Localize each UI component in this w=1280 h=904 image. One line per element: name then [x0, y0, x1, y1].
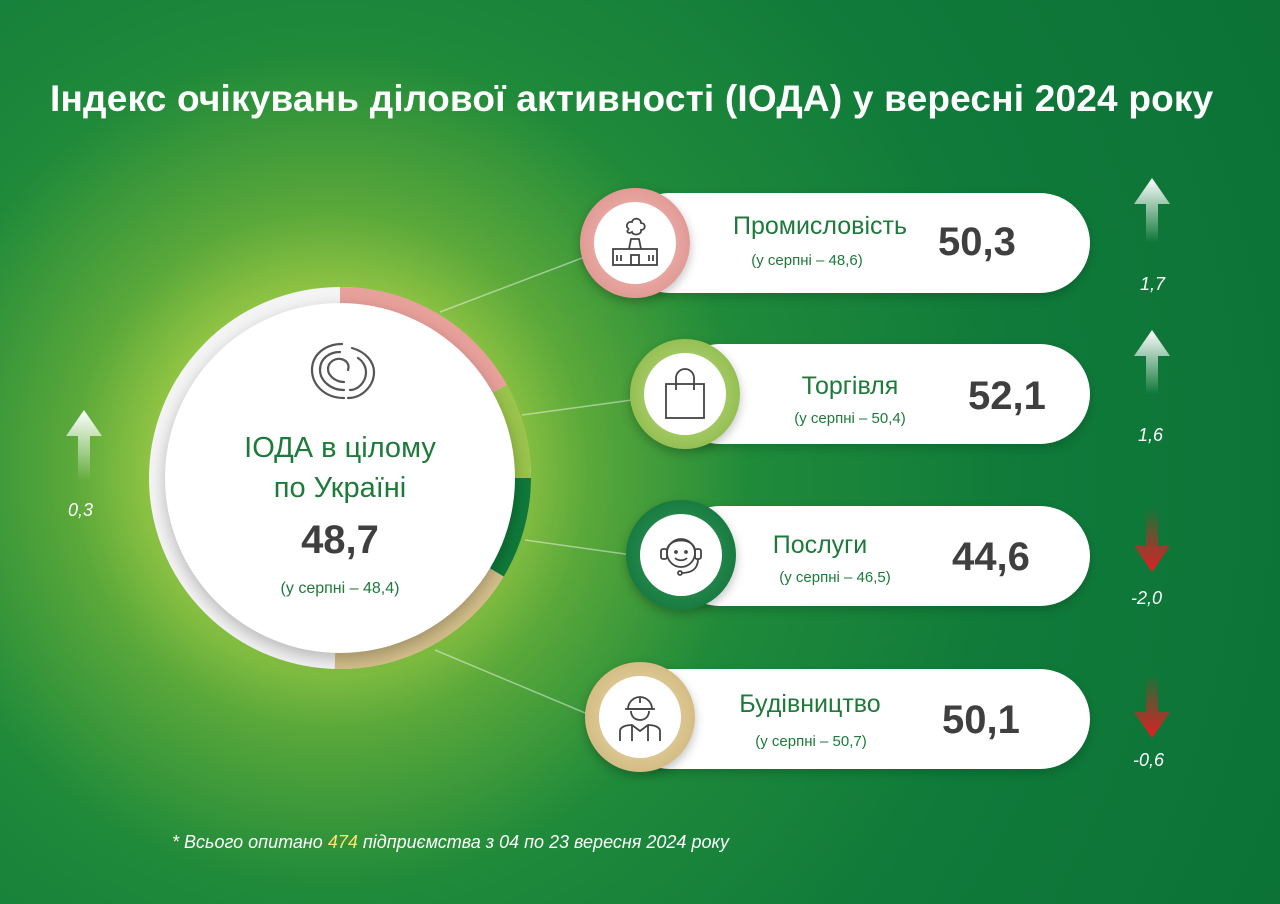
sector-change-construction: -0,6: [1133, 750, 1165, 770]
footnote-prefix: * Всього опитано: [172, 832, 328, 852]
shopping-bag-icon: [665, 368, 705, 419]
sector-prev-trade: (у серпні – 50,4): [794, 410, 906, 427]
connector-industry: [439, 254, 591, 313]
page-title: Індекс очікувань ділової активності (ІОД…: [50, 78, 1214, 119]
ring-segment-trade: [491, 384, 532, 479]
connector-construction: [434, 649, 591, 716]
footnote-count: 474: [327, 832, 358, 852]
sector-value-construction: 50,1: [942, 698, 1020, 742]
sector-card-trade: [670, 344, 1090, 444]
sector-value-trade: 52,1: [968, 374, 1046, 418]
overall-index-label: ІОДА в цілому по Україні: [215, 428, 465, 508]
sector-card-services: [670, 506, 1090, 606]
sector-change-services: -2,0: [1131, 588, 1163, 608]
overall-index-value: 48,7: [301, 518, 379, 562]
sector-badge-trade: [630, 339, 740, 449]
sector-prev-services: (у серпні – 46,5): [779, 569, 891, 586]
construction-worker-icon: [619, 696, 661, 741]
sector-prev-industry: (у серпні – 48,6): [751, 252, 863, 269]
ring-segment-services: [488, 477, 532, 577]
sector-value-industry: 50,3: [938, 220, 1016, 264]
sector-change-industry: 1,7: [1140, 274, 1166, 294]
sector-change-trade: 1,6: [1138, 425, 1164, 445]
sector-value-services: 44,6: [952, 535, 1030, 579]
sector-badge-construction: [585, 662, 695, 772]
sector-prev-construction: (у серпні – 50,7): [755, 733, 867, 750]
trade-up-arrow-icon: [1134, 330, 1170, 394]
ring-segment-construction: [334, 567, 504, 670]
sector-badge-services: [626, 500, 736, 610]
sector-name-services: Послуги: [772, 531, 868, 559]
overall-change-value: 0,3: [68, 500, 94, 520]
sector-card-construction: [620, 669, 1090, 769]
sector-card-industry: [620, 193, 1090, 293]
survey-footnote: * Всього опитано 474 підприємства з 04 п…: [172, 832, 729, 853]
connector-services: [524, 539, 633, 556]
connector-trade: [521, 399, 633, 416]
headset-operator-icon: [660, 538, 702, 576]
sector-name-industry: Промисловість: [732, 212, 907, 240]
overall-label-line2: по Україні: [273, 472, 407, 504]
sector-name-construction: Будівництво: [739, 690, 881, 718]
footnote-suffix: підприємства з 04 по 23 вересня 2024 рок…: [357, 832, 729, 852]
sector-badge-industry: [580, 188, 690, 298]
overall-index-prev: (у серпні – 48,4): [280, 580, 400, 597]
services-down-arrow-icon: [1134, 508, 1170, 572]
swirl-logo-icon: [310, 342, 376, 400]
industry-up-arrow-icon: [1134, 178, 1170, 242]
sector-name-trade: Торгівля: [801, 372, 899, 400]
overall-up-arrow-icon: [66, 410, 102, 480]
overall-label-line1: ІОДА в цілому: [244, 432, 436, 464]
ring-segment-industry: [339, 286, 507, 394]
factory-icon: [612, 217, 658, 266]
overall-index-circle: [165, 303, 515, 653]
construction-down-arrow-icon: [1134, 674, 1170, 738]
